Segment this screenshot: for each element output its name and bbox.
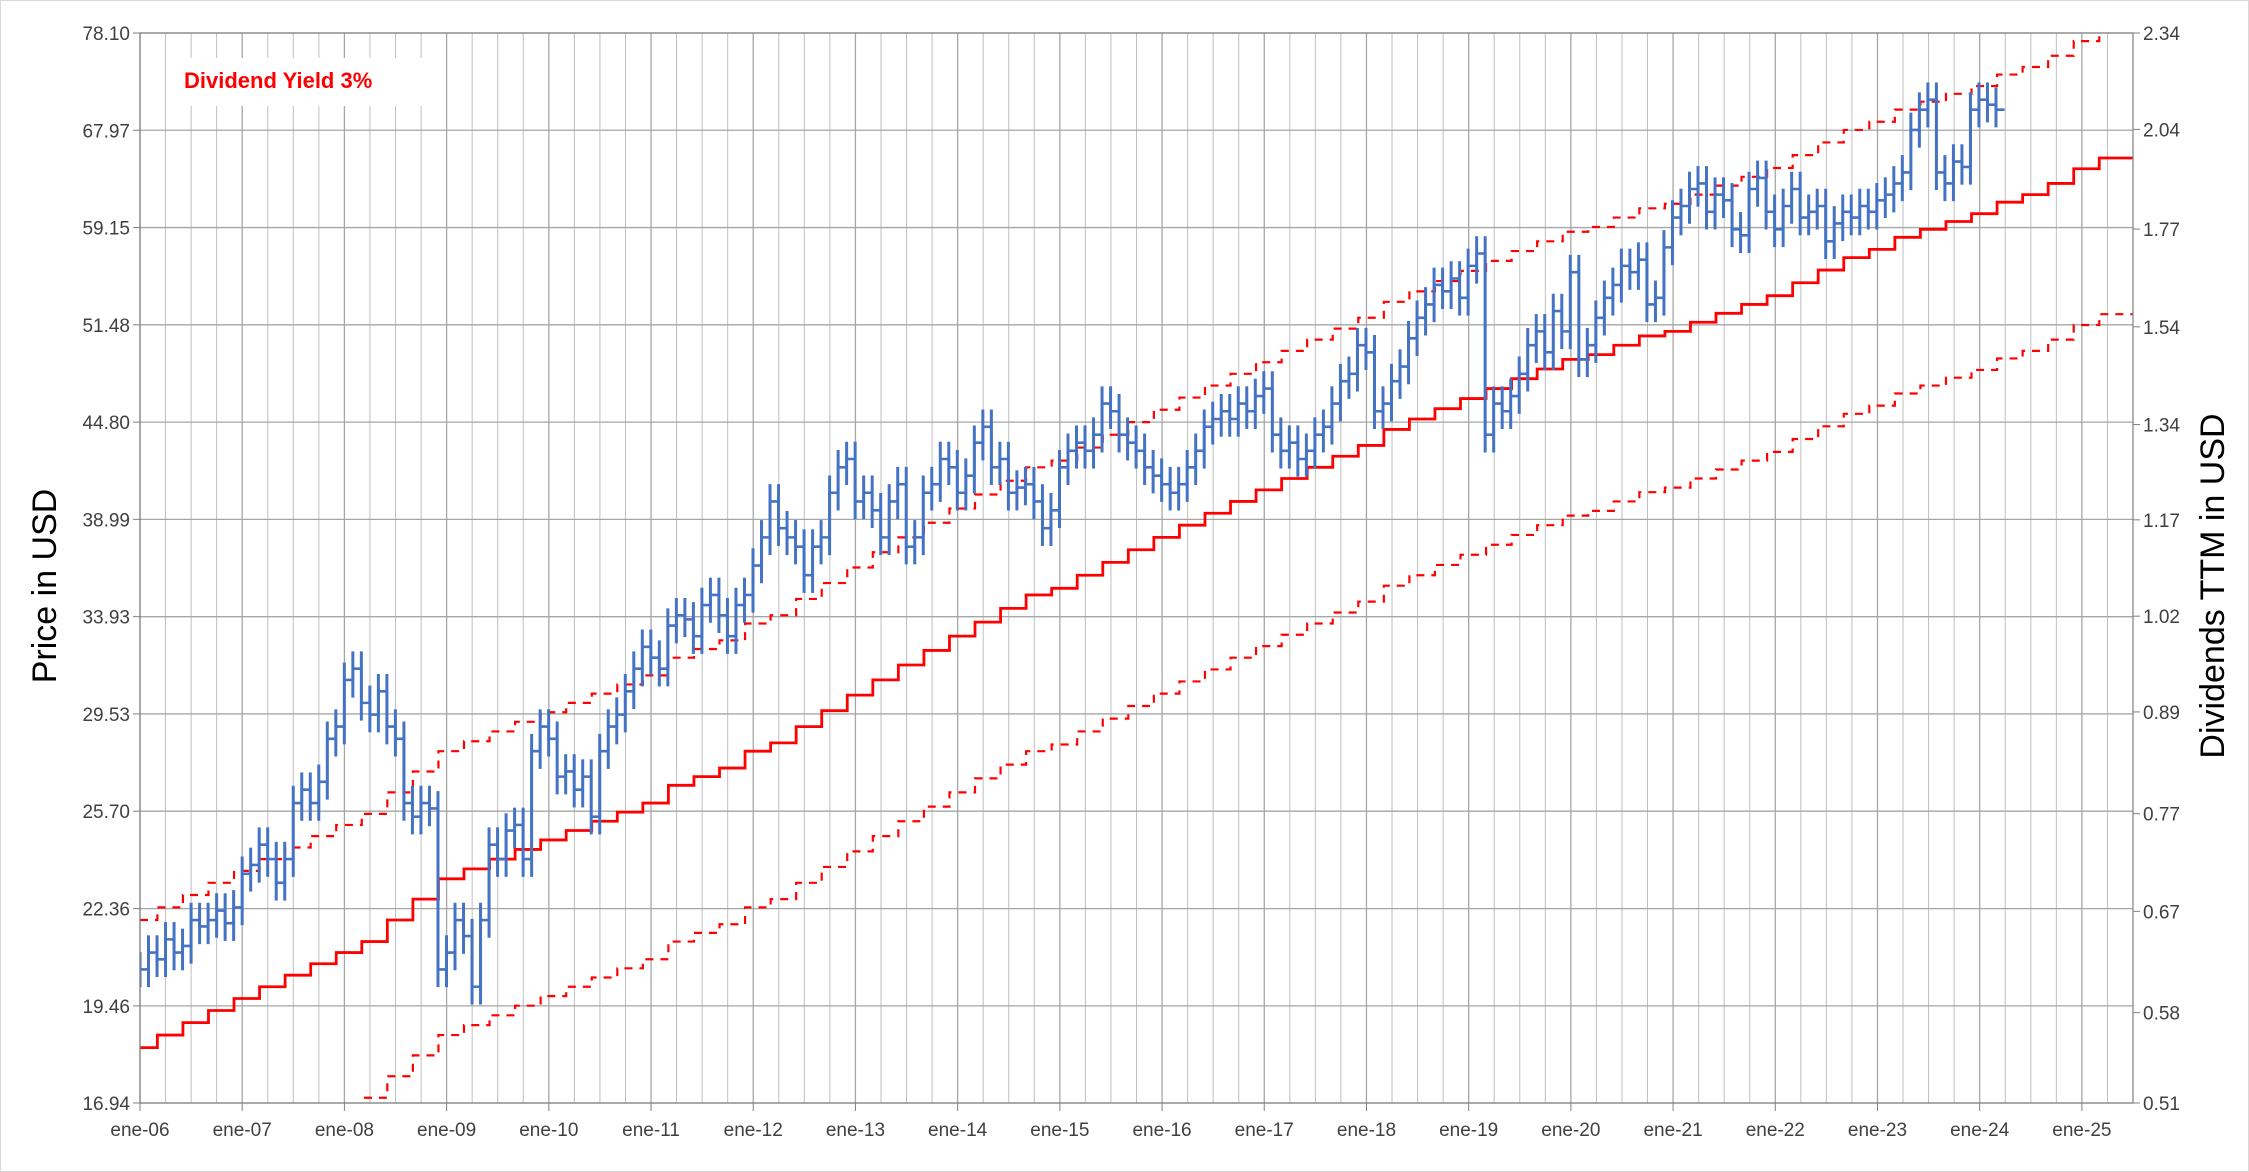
x-tick-label: ene-16 [1132,1120,1191,1141]
series-layer [140,33,2133,1103]
x-tick-label: ene-13 [826,1120,885,1141]
y-right-tick-label: 0.77 [2143,805,2180,826]
x-tick-label: ene-17 [1235,1120,1294,1141]
y-right-tick-label: 0.51 [2143,1094,2180,1115]
y-left-tick-label: 51.48 [82,316,130,337]
y-right-tick-label: 1.77 [2143,220,2180,241]
y-right-tick-label: 1.02 [2143,607,2180,628]
plot-area-frame [139,32,2134,1104]
y-right-tick-label: 0.58 [2143,1004,2180,1025]
price-series [140,82,2005,1005]
price-line [140,98,2005,989]
y-right-tick-label: 2.04 [2143,120,2180,141]
x-tick-label: ene-09 [417,1120,476,1141]
y-left-tick-label: 59.15 [82,219,130,240]
x-tick-label: ene-14 [928,1120,988,1141]
x-tick-label: ene-25 [2052,1120,2111,1141]
y-left-tick-label: 25.70 [82,802,130,823]
y-left-tick-label: 67.97 [82,121,130,142]
y-left-tick-label: 38.99 [82,510,130,531]
y-axis-left-title: Price in USD [26,489,64,684]
y-right-tick-label: 2.34 [2143,24,2180,45]
y-right-tick-label: 0.89 [2143,703,2180,724]
y-left-tick-label: 16.94 [82,1094,130,1115]
x-tick-label: ene-23 [1848,1120,1907,1141]
y-left-tick-label: 33.93 [82,608,130,629]
x-tick-label: ene-08 [315,1120,374,1141]
legend-label: Dividend Yield 3% [184,68,372,93]
y-left-tick-label: 44.80 [82,413,130,434]
x-tick-label: ene-15 [1030,1120,1089,1141]
y-left-tick-label: 19.46 [82,997,130,1018]
y-right-tick-label: 0.67 [2143,902,2180,923]
y-left-tick-label: 29.53 [82,705,130,726]
y-left-tick-label: 22.36 [82,900,130,921]
x-tick-label: ene-24 [1950,1120,2010,1141]
legend: Dividend Yield 3% [170,58,440,106]
y-right-tick-label: 1.54 [2143,318,2180,339]
y-axis-right-title: Dividends TTM in USD [2194,413,2232,758]
axes-layer: ene-06 ene-07 ene-08 ene-09 ene-10 ene-11 ene-… [82,24,2180,1141]
x-tick-label: ene-07 [213,1120,272,1141]
x-tick-label: ene-10 [519,1120,578,1141]
y-right-tick-label: 1.17 [2143,511,2180,532]
upper-yield-band [140,33,2101,922]
x-tick-label: ene-22 [1746,1120,1805,1141]
x-tick-label: ene-20 [1541,1120,1600,1141]
y-left-tick-label: 78.10 [82,24,130,45]
x-tick-label: ene-11 [622,1120,680,1141]
dividend-ttm-line [140,156,2133,1050]
x-tick-label: ene-06 [110,1120,169,1141]
x-tick-label: ene-12 [724,1120,783,1141]
x-tick-label: ene-18 [1337,1120,1396,1141]
x-tick-label: ene-21 [1643,1120,1702,1141]
y-right-tick-label: 1.34 [2143,416,2180,437]
lower-yield-band [360,313,2133,1103]
x-tick-label: ene-19 [1439,1120,1498,1141]
